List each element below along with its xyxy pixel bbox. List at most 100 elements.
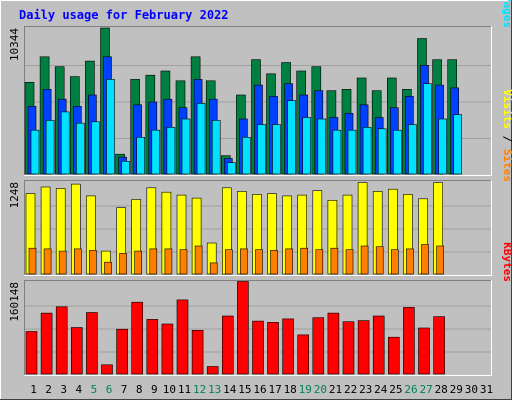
bar-sites-day-5	[89, 250, 97, 275]
bar-kbytes-day-6	[101, 364, 113, 375]
bar-sites-day-13	[209, 262, 218, 275]
panel-visits-sites: 1248 Visits / Sites	[8, 89, 512, 276]
x-tick-label: 23	[359, 383, 372, 396]
bar-kbytes-day-15	[237, 281, 249, 375]
bar-sites-day-7	[119, 253, 127, 275]
x-tick-label: 5	[91, 383, 98, 396]
panel-max-label: 10344	[8, 28, 21, 61]
bar-kbytes-day-17	[267, 321, 279, 375]
x-tick-label: 8	[136, 383, 143, 396]
bar-pages-day-22	[347, 129, 357, 175]
bar-sites-day-19	[300, 247, 309, 275]
bar-kbytes-day-19	[297, 334, 310, 375]
x-tick-label: 14	[223, 383, 237, 396]
bar-sites-day-22	[345, 249, 354, 275]
bar-kbytes-day-4	[71, 327, 83, 375]
x-tick-label: 16	[253, 383, 266, 396]
bar-pages-day-29	[453, 114, 463, 175]
bar-kbytes-day-25	[387, 336, 400, 375]
x-tick-label: 9	[151, 383, 158, 396]
bar-pages-day-15	[242, 137, 251, 175]
bar-pages-day-1	[30, 129, 40, 175]
bar-pages-day-26	[408, 124, 417, 175]
bar-pages-day-28	[438, 118, 447, 175]
bar-kbytes-day-13	[206, 366, 219, 375]
bar-pages-day-18	[287, 100, 296, 175]
bar-sites-day-2	[43, 248, 52, 275]
x-tick-label: 11	[178, 383, 191, 396]
bar-kbytes-day-28	[433, 316, 445, 375]
panel-max-label: 1248	[8, 182, 21, 209]
x-tick-label: 10	[163, 383, 176, 396]
bar-kbytes-day-21	[327, 312, 340, 375]
bar-pages-day-10	[166, 127, 176, 175]
bar-kbytes-day-3	[55, 306, 68, 375]
x-tick-label: 24	[374, 383, 388, 396]
bar-pages-day-11	[181, 118, 191, 175]
x-tick-label: 19	[299, 383, 312, 396]
legend-entry: KBytes	[501, 242, 512, 282]
x-tick-label: 17	[268, 383, 281, 396]
x-tick-label: 13	[208, 383, 221, 396]
bar-sites-day-15	[240, 248, 248, 275]
bar-kbytes-day-14	[222, 315, 234, 375]
bar-pages-day-19	[302, 117, 312, 175]
bar-pages-day-5	[91, 121, 100, 175]
bar-kbytes-day-18	[282, 318, 294, 375]
x-tick-label: 20	[314, 383, 327, 396]
x-tick-label: 4	[75, 383, 82, 396]
bar-kbytes-day-27	[418, 327, 430, 375]
bar-pages-day-8	[136, 137, 145, 175]
bar-kbytes-day-16	[252, 320, 264, 375]
bar-pages-day-13	[211, 120, 221, 175]
bar-sites-day-16	[255, 249, 263, 275]
x-tick-label: 21	[329, 383, 342, 396]
chart-title: Daily usage for February 2022	[19, 8, 229, 22]
x-tick-label: 18	[284, 383, 297, 396]
bar-pages-day-24	[377, 128, 387, 175]
bar-pages-day-27	[423, 83, 432, 175]
bar-pages-day-20	[317, 118, 327, 175]
bar-sites-day-27	[421, 244, 429, 275]
panel-kbytes: 160148 KBytes	[8, 242, 512, 376]
bar-pages-day-6	[106, 79, 115, 175]
bar-sites-day-12	[194, 245, 203, 275]
bar-sites-day-1	[28, 247, 37, 275]
bar-kbytes-day-11	[176, 299, 189, 375]
bar-pages-day-21	[332, 129, 342, 175]
x-axis-labels: 1 2 3 4 5 6 7 8 9 10 11 12 13 14 15 16 17 18 19 20 21 22 23 24 2…	[30, 383, 493, 396]
bar-pages-day-7	[121, 161, 130, 175]
panel-legend: KBytes	[501, 242, 512, 282]
bar-sites-day-18	[285, 248, 293, 275]
bar-sites-day-8	[134, 250, 142, 275]
panel-hits-files-pages: 10344 Hits / Files / Pages	[8, 0, 512, 176]
bar-sites-day-6	[104, 261, 112, 275]
x-tick-label: 7	[121, 383, 128, 396]
bar-pages-day-14	[227, 162, 236, 175]
x-tick-label: 27	[419, 383, 432, 396]
bar-kbytes-day-20	[312, 317, 325, 375]
legend-entry: Pages	[501, 0, 512, 28]
bar-sites-day-26	[406, 248, 414, 275]
x-tick-label: 26	[404, 383, 417, 396]
x-tick-label: 22	[344, 383, 357, 396]
panel-legend: Visits / Sites	[501, 89, 512, 182]
bar-kbytes-day-12	[191, 329, 204, 375]
bar-pages-day-3	[60, 111, 70, 175]
legend-entry: Sites	[501, 149, 512, 182]
bar-kbytes-day-5	[86, 312, 98, 375]
panel-legend: Hits / Files / Pages	[501, 0, 512, 28]
x-tick-label: 12	[193, 383, 206, 396]
x-tick-label: 30	[465, 383, 478, 396]
bar-pages-day-4	[76, 122, 85, 175]
bar-pages-day-25	[392, 129, 402, 175]
x-tick-label: 28	[435, 383, 448, 396]
x-tick-label: 29	[450, 383, 463, 396]
x-tick-label: 2	[45, 383, 52, 396]
bar-pages-day-12	[196, 103, 206, 175]
bar-kbytes-day-10	[161, 323, 174, 375]
bar-kbytes-day-1	[25, 331, 38, 375]
legend-separator: /	[501, 129, 512, 149]
bar-sites-day-4	[74, 248, 82, 275]
